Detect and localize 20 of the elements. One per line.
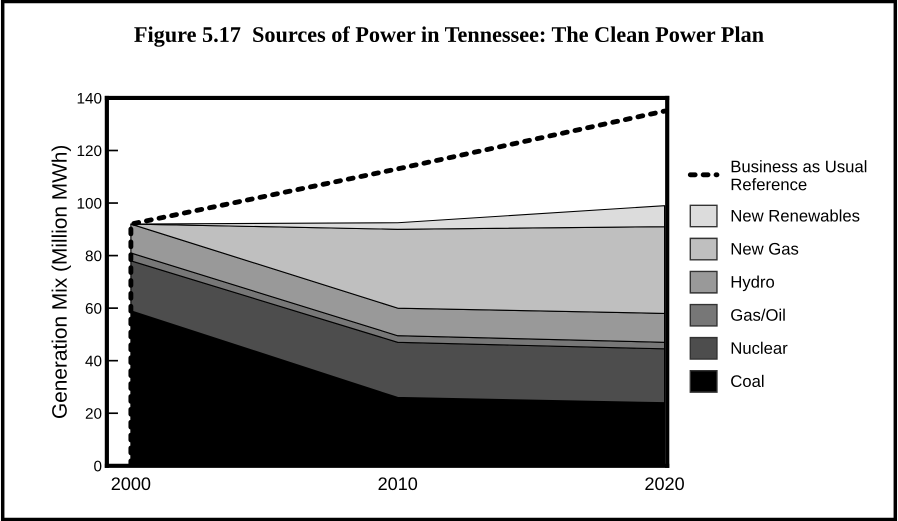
y-tick-label: 20 bbox=[86, 408, 102, 419]
chart-title: Figure 5.17 Sources of Power in Tennessee: The Clean Power Plan bbox=[134, 26, 764, 47]
y-axis-title: Generation Mix (Million MWh) bbox=[52, 146, 71, 418]
y-tick-label: 120 bbox=[78, 145, 102, 156]
y-tick-label: 100 bbox=[78, 198, 102, 209]
legend-label: Business as Usual Reference bbox=[732, 160, 866, 190]
y-tick-label: 140 bbox=[78, 92, 102, 104]
x-tick-label: 2020 bbox=[645, 477, 684, 490]
legend-label: Gas/Oil bbox=[731, 308, 785, 321]
y-tick-label: 0 bbox=[94, 460, 102, 472]
legend-label: New Gas bbox=[732, 242, 798, 255]
y-tick-label: 40 bbox=[85, 356, 102, 366]
legend-label: Coal bbox=[731, 374, 764, 388]
legend-label: New Renewables bbox=[732, 209, 860, 222]
y-tick-label: 80 bbox=[86, 250, 102, 262]
y-tick-label: 60 bbox=[86, 303, 102, 314]
legend-label: Hydro bbox=[732, 276, 774, 292]
x-tick-label: 2010 bbox=[378, 477, 418, 490]
legend-label: Nuclear bbox=[732, 342, 788, 354]
x-tick-label: 2000 bbox=[112, 477, 150, 490]
